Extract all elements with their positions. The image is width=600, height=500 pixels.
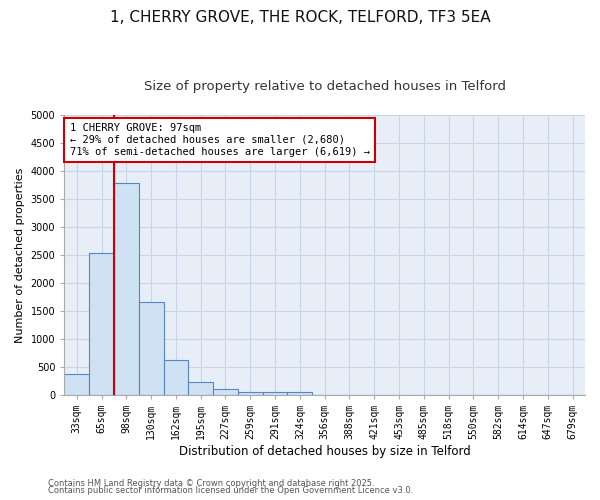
Bar bbox=[114, 183, 139, 394]
Bar bbox=[89, 253, 114, 394]
Text: Contains HM Land Registry data © Crown copyright and database right 2025.: Contains HM Land Registry data © Crown c… bbox=[48, 478, 374, 488]
Bar bbox=[188, 382, 213, 394]
Bar bbox=[139, 302, 164, 394]
Bar bbox=[64, 374, 89, 394]
Bar bbox=[213, 389, 238, 394]
Y-axis label: Number of detached properties: Number of detached properties bbox=[15, 167, 25, 342]
Title: Size of property relative to detached houses in Telford: Size of property relative to detached ho… bbox=[143, 80, 506, 93]
Bar bbox=[164, 360, 188, 394]
Text: Contains public sector information licensed under the Open Government Licence v3: Contains public sector information licen… bbox=[48, 486, 413, 495]
Bar bbox=[263, 392, 287, 394]
X-axis label: Distribution of detached houses by size in Telford: Distribution of detached houses by size … bbox=[179, 444, 470, 458]
Bar bbox=[238, 392, 263, 394]
Bar bbox=[287, 392, 312, 394]
Text: 1 CHERRY GROVE: 97sqm
← 29% of detached houses are smaller (2,680)
71% of semi-d: 1 CHERRY GROVE: 97sqm ← 29% of detached … bbox=[70, 124, 370, 156]
Text: 1, CHERRY GROVE, THE ROCK, TELFORD, TF3 5EA: 1, CHERRY GROVE, THE ROCK, TELFORD, TF3 … bbox=[110, 10, 490, 25]
